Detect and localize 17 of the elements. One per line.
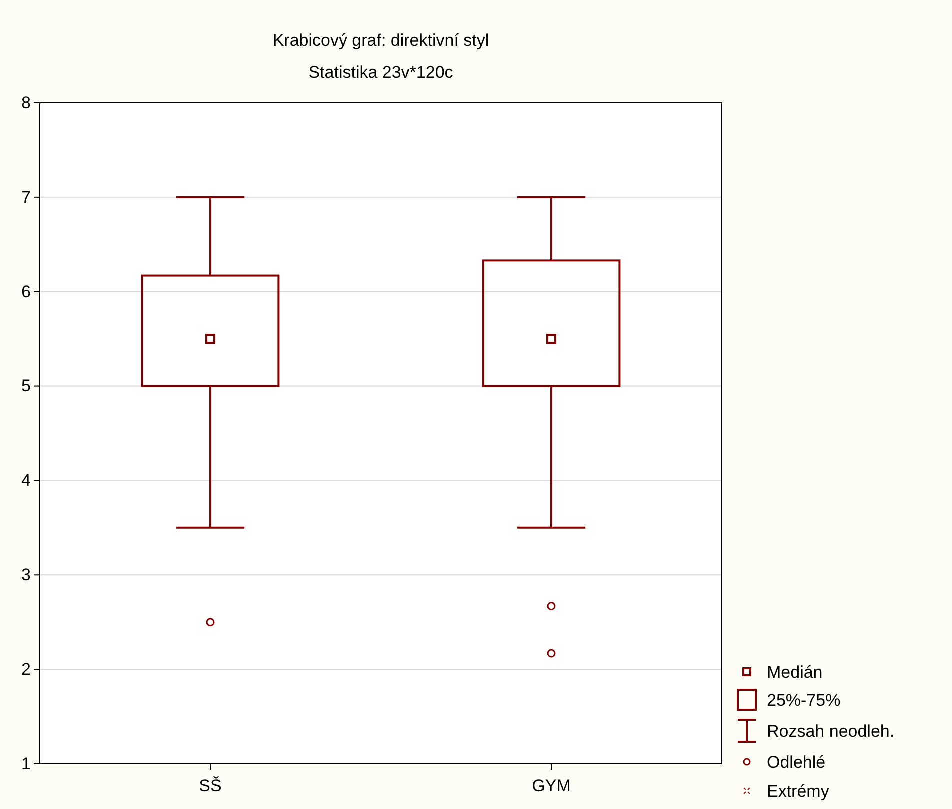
- y-tick-label: 3: [22, 566, 31, 585]
- text: Odlehlé: [767, 753, 826, 772]
- y-tick-label: 8: [22, 93, 31, 112]
- text: Medián: [767, 663, 823, 682]
- text: Extrémy: [767, 782, 830, 801]
- text: Rozsah neodleh.: [767, 722, 895, 741]
- chart-subtitle: Statistika 23v*120c: [308, 63, 454, 82]
- y-tick-label: 4: [22, 471, 31, 490]
- text: 25%-75%: [767, 691, 841, 710]
- y-tick-label: 7: [22, 188, 31, 207]
- x-tick-label: SŠ: [199, 776, 222, 796]
- chart-title: Krabicový graf: direktivní styl: [272, 31, 490, 50]
- y-tick-label: 6: [22, 282, 31, 302]
- y-tick-label: 2: [22, 660, 31, 680]
- y-tick-label: 1: [22, 754, 31, 774]
- y-tick-label: 5: [22, 376, 31, 396]
- x-tick-label: GYM: [532, 776, 571, 796]
